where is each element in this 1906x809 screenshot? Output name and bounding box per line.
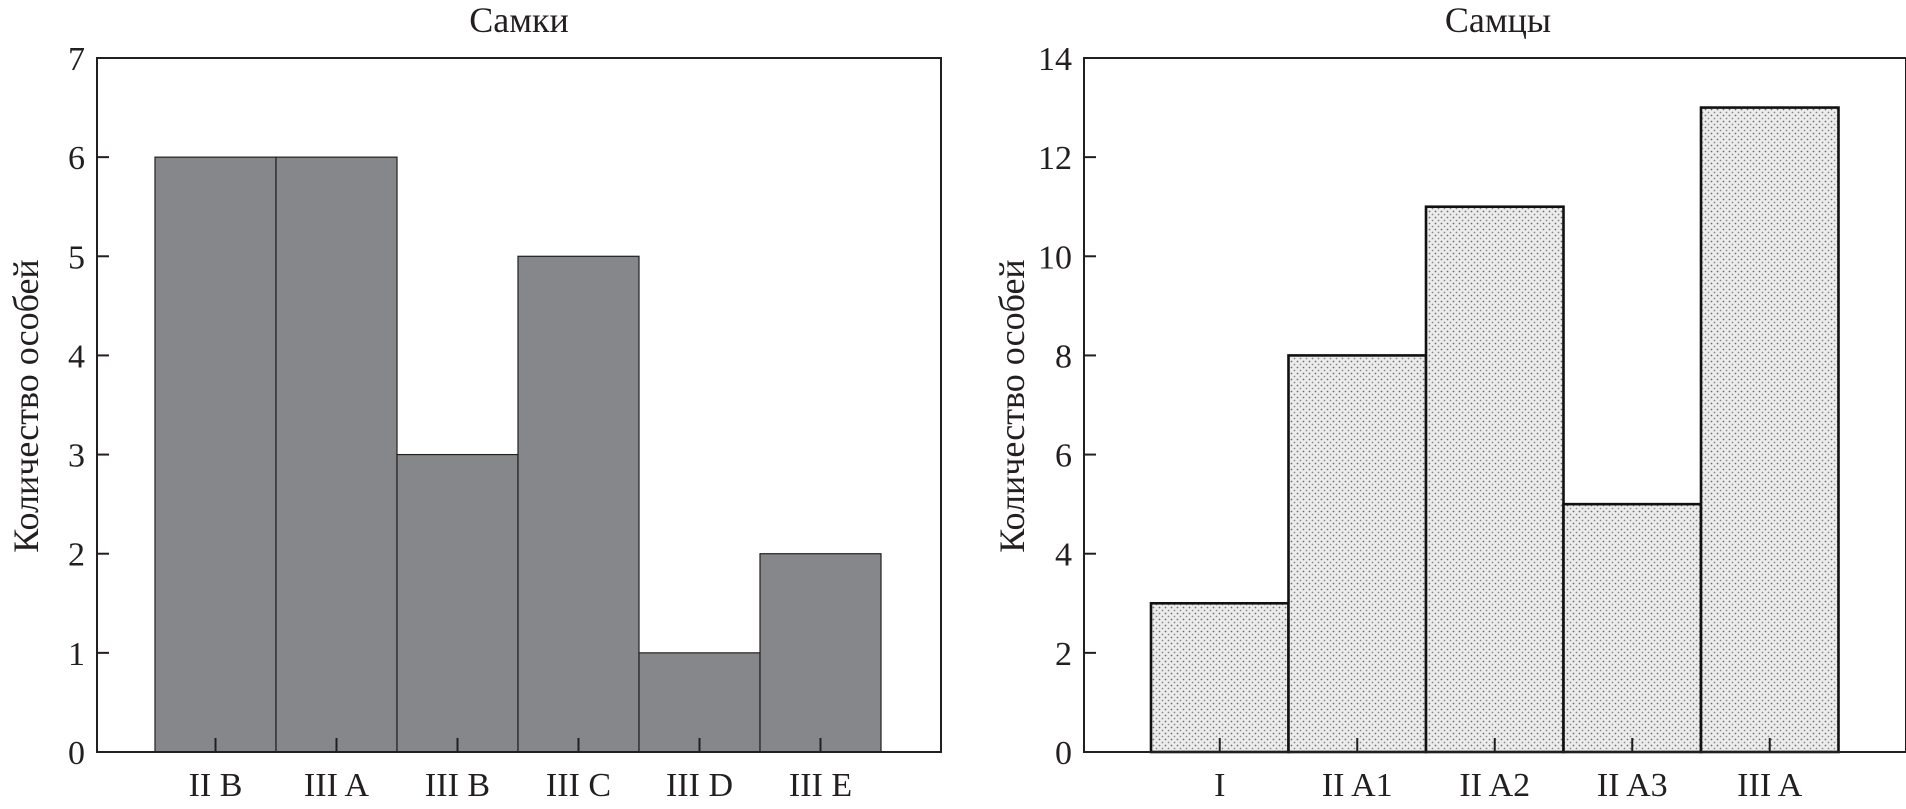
females-y-tick-label: 7 bbox=[68, 41, 85, 78]
males-y-tick-label: 8 bbox=[1055, 338, 1072, 375]
females-x-tick-label: II B bbox=[189, 767, 243, 804]
females-x-tick-label: III A bbox=[304, 767, 370, 804]
females-y-tick-label: 3 bbox=[68, 438, 85, 475]
males-y-tick-label: 12 bbox=[1038, 140, 1072, 177]
males-y-axis-label: Количество особей bbox=[992, 259, 1032, 552]
females-x-tick-label: III C bbox=[546, 767, 611, 804]
males-x-ticks: I II A1 II A2 II A3 III A bbox=[1214, 738, 1803, 804]
males-y-ticks: 0 2 4 6 8 10 12 14 bbox=[1038, 41, 1096, 772]
females-bar-2 bbox=[275, 156, 398, 753]
females-bar-1 bbox=[154, 156, 277, 753]
females-y-tick-label: 4 bbox=[68, 338, 85, 375]
males-x-tick-label: II A2 bbox=[1459, 767, 1530, 804]
males-bar-3 bbox=[1424, 205, 1565, 754]
males-bar-2 bbox=[1287, 354, 1428, 754]
females-y-ticks: 0 1 2 3 4 5 6 7 bbox=[68, 41, 109, 772]
females-x-ticks: II B III A III B III C III D III E bbox=[189, 738, 852, 804]
females-x-tick-label: III B bbox=[425, 767, 490, 804]
males-x-tick-label: II A1 bbox=[1322, 767, 1393, 804]
males-bar-1 bbox=[1149, 601, 1290, 754]
females-plot-frame bbox=[96, 57, 942, 753]
males-chart-title: Самцы bbox=[1445, 0, 1551, 40]
males-y-tick-label: 6 bbox=[1055, 438, 1072, 475]
females-y-axis-label: Количество особей bbox=[6, 259, 46, 552]
females-x-tick-label: III D bbox=[666, 767, 733, 804]
females-bar-6 bbox=[759, 553, 882, 753]
females-bar-5 bbox=[638, 652, 761, 753]
females-y-tick-label: 6 bbox=[68, 140, 85, 177]
females-bars bbox=[154, 156, 882, 753]
males-y-tick-label: 2 bbox=[1055, 636, 1072, 673]
males-bars bbox=[1149, 106, 1840, 754]
males-bar-4 bbox=[1562, 502, 1703, 754]
females-y-tick-label: 1 bbox=[68, 636, 85, 673]
females-y-tick-label: 2 bbox=[68, 537, 85, 574]
females-bar-3 bbox=[396, 453, 519, 753]
females-chart: Самки Количество особей 0 1 2 3 4 5 6 7 II B III… bbox=[6, 0, 942, 804]
females-y-tick-label: 5 bbox=[68, 239, 85, 276]
males-y-tick-label: 4 bbox=[1055, 537, 1072, 574]
males-x-tick-label: III A bbox=[1737, 767, 1803, 804]
males-y-tick-label: 10 bbox=[1038, 239, 1072, 276]
females-x-tick-label: III E bbox=[789, 767, 852, 804]
females-bar-4 bbox=[517, 255, 640, 753]
males-plot-frame bbox=[1083, 57, 1906, 753]
females-y-tick-label: 0 bbox=[68, 735, 85, 772]
females-chart-title: Самки bbox=[469, 0, 569, 40]
males-x-tick-label: II A3 bbox=[1597, 767, 1668, 804]
males-bar-5 bbox=[1699, 106, 1840, 754]
males-y-tick-label: 14 bbox=[1038, 41, 1072, 78]
males-x-tick-label: I bbox=[1214, 767, 1225, 804]
males-y-tick-label: 0 bbox=[1055, 735, 1072, 772]
